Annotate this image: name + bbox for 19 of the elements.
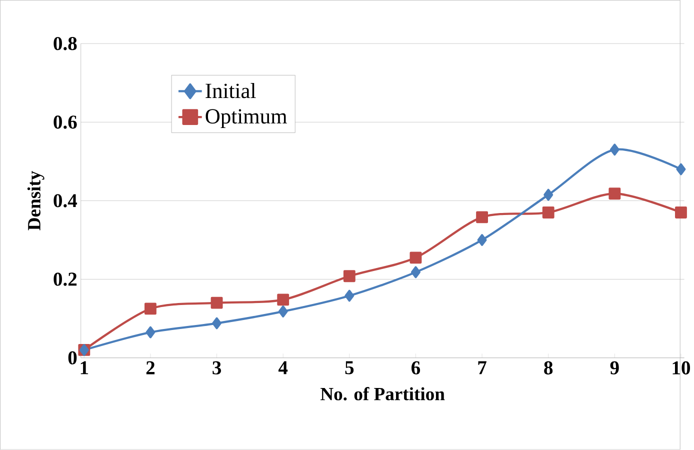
x-tick-label: 8 (544, 361, 553, 375)
x-tick-label: 9 (610, 361, 619, 375)
x-tick-label: 6 (412, 361, 420, 375)
x-tick-label: 2 (146, 361, 155, 374)
y-tick-label: 0.8 (54, 37, 77, 50)
x-tick-label: 5 (345, 361, 354, 374)
x-tick-label: 10 (672, 361, 690, 375)
x-tick-label: 4 (278, 361, 288, 374)
y-tick-label: 0 (68, 351, 77, 365)
x-axis-title: No. of Partition (320, 387, 445, 400)
legend-label: Optimum (206, 109, 287, 128)
y-axis-title: Density (27, 171, 44, 230)
y-tick-label: 0.6 (54, 116, 77, 129)
x-tick-label: 1 (80, 361, 88, 374)
legend-label: Initial (206, 83, 256, 98)
x-tick-label: 7 (478, 361, 486, 374)
y-tick-label: 0.2 (54, 272, 77, 286)
y-tick-label: 0.4 (54, 194, 78, 208)
x-tick-label: 3 (212, 361, 221, 375)
